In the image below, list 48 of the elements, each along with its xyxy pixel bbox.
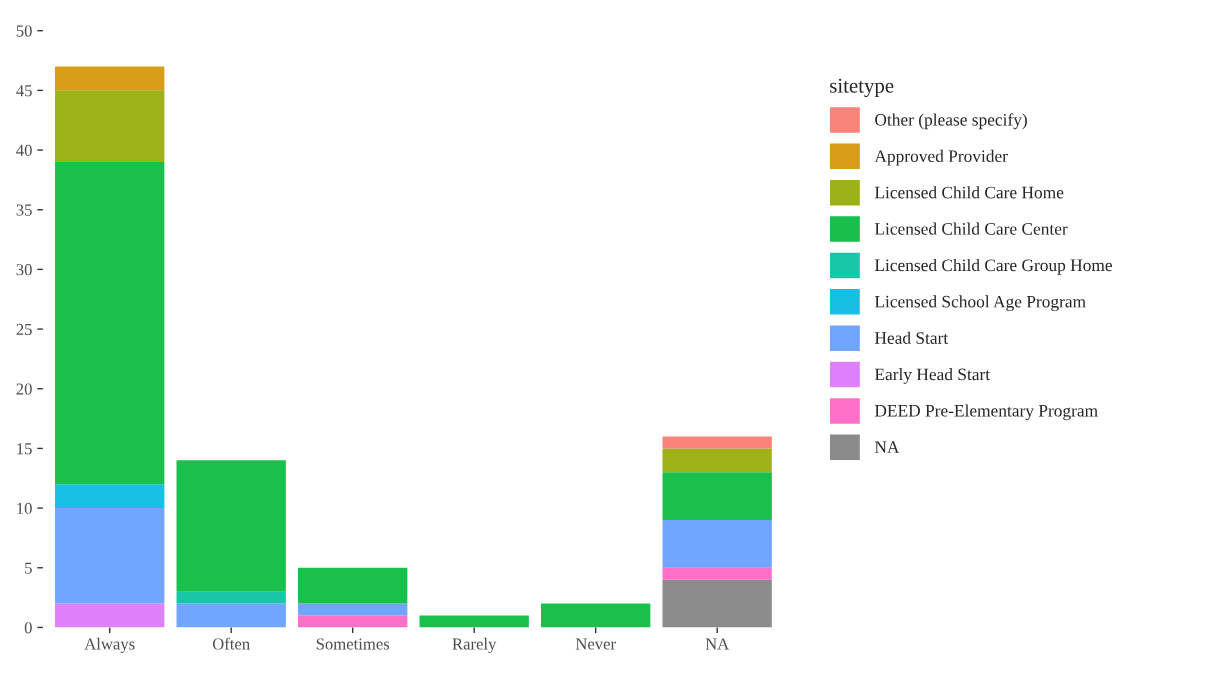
y-tick-label: 40: [16, 144, 32, 156]
bar: [55, 508, 165, 604]
y-tick-label: 35: [16, 204, 32, 216]
bar: [662, 579, 772, 628]
bar: [662, 567, 772, 580]
bar: [541, 603, 651, 628]
y-tick-label: 5: [25, 562, 32, 574]
legend-label: Licensed Child Care Center: [874, 222, 1068, 235]
bar: [662, 448, 772, 473]
bar: [176, 603, 286, 628]
y-tick-label: 45: [16, 85, 32, 97]
x-tick-label: Always: [84, 637, 135, 654]
legend-label: Early Head Start: [874, 368, 990, 384]
y-tick-label: 25: [16, 323, 32, 336]
x-tick-label: Often: [212, 637, 250, 650]
bar: [55, 603, 165, 628]
bar: [176, 591, 286, 604]
legend-label: DEED Pre-Elementary Program: [874, 404, 1098, 421]
legend-label: Other (please specify): [875, 113, 1027, 130]
bar: [55, 66, 165, 91]
x-tick-label: Sometimes: [316, 638, 390, 650]
legend-label: NA: [874, 441, 900, 453]
legend-label: Licensed Child Care Home: [874, 186, 1064, 199]
bar: [419, 615, 529, 628]
bar: [662, 472, 772, 521]
bar: [55, 161, 165, 485]
bar: [55, 90, 165, 162]
bar: [662, 436, 772, 449]
legend-label: Licensed Child Care Group Home: [874, 258, 1112, 275]
y-tick-label: 20: [16, 383, 32, 395]
y-tick-label: 15: [17, 443, 32, 455]
bar: [55, 484, 165, 509]
y-tick-label: 0: [24, 622, 32, 634]
y-tick-label: 30: [16, 264, 32, 276]
bar: [298, 603, 408, 616]
y-tick-label: 50: [16, 25, 32, 37]
bar: [298, 567, 408, 604]
legend-title: sitetype: [830, 78, 894, 98]
y-tick-label: 10: [17, 502, 32, 515]
x-tick-label: Rarely: [452, 637, 497, 654]
x-tick-label: NA: [705, 638, 730, 650]
legend-label: Licensed School Age Program: [874, 295, 1086, 312]
bar: [662, 520, 772, 568]
legend-label: Head Start: [874, 331, 949, 344]
bar: [176, 460, 286, 592]
x-tick-label: Never: [575, 638, 616, 650]
legend-label: Approved Provider: [874, 149, 1008, 166]
bar: [298, 615, 408, 628]
